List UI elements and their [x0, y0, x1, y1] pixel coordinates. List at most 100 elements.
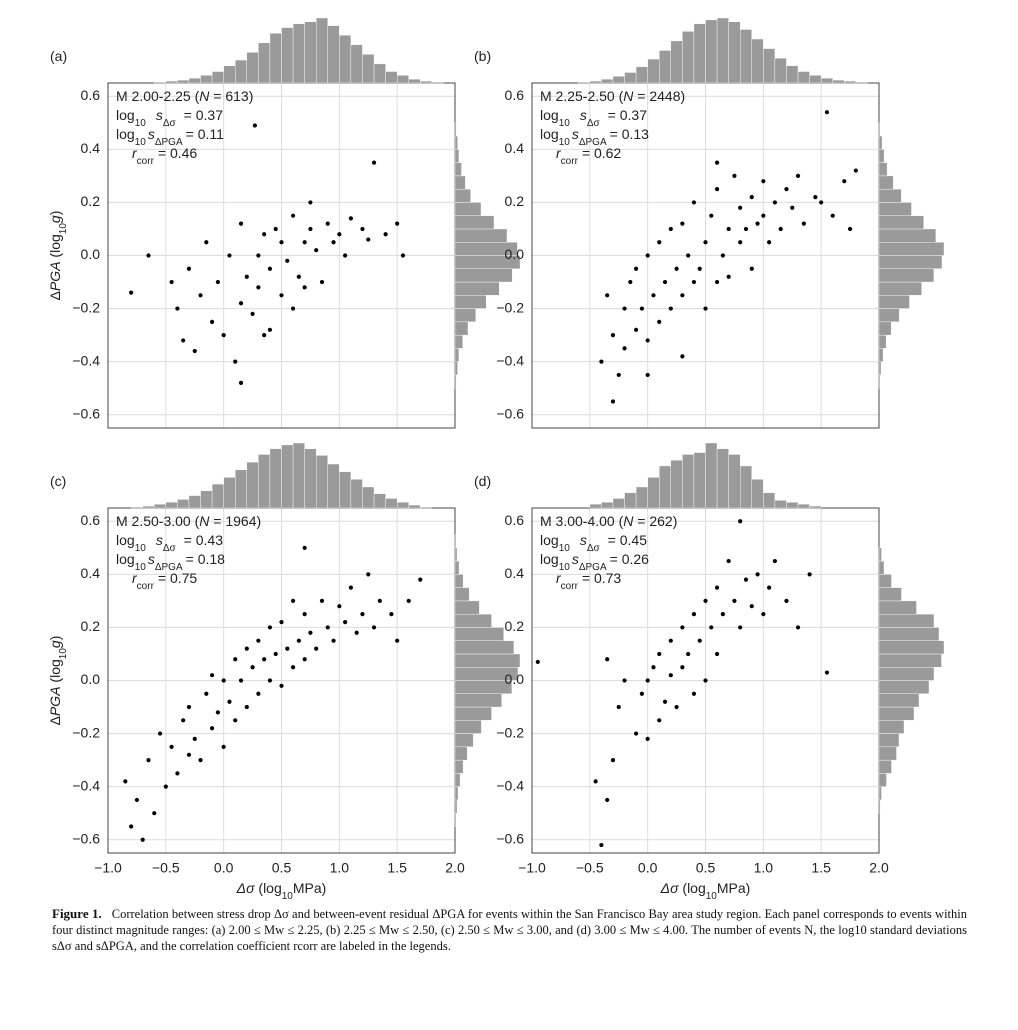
- point: [198, 293, 203, 298]
- x-tick-label: 0.0: [214, 860, 234, 876]
- legend-line: log10 sΔPGA = 0.26: [540, 551, 649, 573]
- point: [686, 253, 691, 258]
- right-hist-bar: [454, 720, 482, 734]
- y-axis-label-part: (log: [47, 234, 63, 261]
- point: [616, 372, 621, 378]
- point: [210, 673, 215, 678]
- top-hist-bar: [740, 29, 752, 84]
- x-tick-label: 1.5: [811, 860, 831, 876]
- legend-line-part: M 2.50-3.00 (: [116, 513, 200, 529]
- top-hist-bar: [408, 504, 421, 509]
- top-hist-bar: [763, 492, 776, 509]
- top-hist-bar: [177, 79, 190, 84]
- legend-line-part: s: [156, 532, 163, 548]
- point: [302, 285, 307, 290]
- legend-line-part: r: [556, 145, 562, 161]
- point: [250, 665, 255, 670]
- right-hist-bar: [454, 534, 457, 549]
- point: [348, 216, 353, 221]
- y-axis-label-part: Δ: [47, 291, 63, 300]
- top-hist-bar: [269, 448, 282, 509]
- top-hist-bar: [327, 25, 340, 84]
- top-hist-bar: [624, 72, 637, 84]
- right-hist-bar: [454, 733, 474, 748]
- x-axis-label-part: (log: [679, 880, 706, 896]
- x-axis-label: Δσ (log10MPa): [236, 880, 327, 900]
- point: [824, 670, 830, 675]
- right-hist-bar: [878, 560, 885, 575]
- point: [645, 253, 650, 258]
- point: [319, 279, 325, 285]
- point: [308, 226, 313, 232]
- point: [726, 226, 731, 232]
- point: [279, 240, 284, 245]
- point: [674, 704, 679, 710]
- point: [738, 205, 743, 210]
- point: [634, 266, 639, 271]
- right-hist-bar: [454, 321, 469, 336]
- point: [657, 651, 662, 657]
- point: [400, 253, 406, 258]
- x-tick-label: −1.0: [518, 860, 546, 876]
- point: [784, 187, 789, 192]
- legend-line-part: s: [580, 532, 587, 548]
- point: [210, 319, 215, 324]
- y-tick-label: 0.0: [81, 671, 101, 687]
- point: [250, 311, 255, 316]
- top-hist-bar: [327, 463, 340, 509]
- top-hist-bar: [165, 80, 178, 84]
- y-axis-label-part: PGA: [47, 261, 63, 291]
- point: [709, 213, 714, 218]
- top-hist-bar: [716, 448, 729, 509]
- point: [192, 736, 197, 741]
- top-hist-bar: [258, 454, 271, 509]
- top-hist-bar: [165, 502, 178, 509]
- point: [703, 240, 708, 245]
- point: [645, 736, 650, 741]
- right-hist-bar: [878, 334, 887, 349]
- top-hist-bar: [728, 454, 741, 509]
- y-tick-label: 0.0: [81, 246, 101, 262]
- top-hist-bar: [235, 59, 248, 84]
- legend-line-part: ΔPGA: [155, 562, 183, 573]
- top-hist-bar: [670, 40, 683, 84]
- top-hist-bar: [350, 44, 363, 84]
- point: [354, 630, 359, 635]
- right-hist-bar: [878, 680, 930, 694]
- y-axis-label-part: ): [47, 211, 63, 216]
- point: [267, 266, 273, 271]
- right-hist-bar: [454, 574, 464, 588]
- point: [262, 333, 267, 338]
- top-hist-bar: [431, 81, 444, 84]
- right-hist-bar: [878, 574, 892, 588]
- point: [691, 691, 697, 696]
- point: [389, 612, 394, 617]
- top-hist-bar: [774, 500, 787, 509]
- point: [181, 338, 186, 343]
- point: [738, 625, 743, 630]
- point: [767, 585, 772, 590]
- y-tick-label: 0.6: [505, 512, 525, 528]
- right-hist-bar: [878, 374, 881, 389]
- y-tick-label: −0.6: [72, 405, 100, 421]
- y-tick-label: −0.6: [496, 830, 524, 846]
- point: [290, 665, 296, 670]
- right-hist-bar: [454, 773, 461, 787]
- point: [175, 771, 180, 776]
- point: [599, 842, 604, 848]
- point: [181, 718, 186, 723]
- top-hist-bar: [281, 444, 294, 509]
- point: [680, 221, 685, 226]
- x-axis-label-part: MPa): [717, 880, 750, 896]
- right-hist-bar: [878, 706, 915, 721]
- point: [772, 558, 778, 564]
- top-hist-bar: [705, 19, 718, 84]
- legend-line-part: Δσ: [163, 118, 177, 129]
- right-hist-bar: [454, 786, 459, 801]
- point: [302, 612, 307, 617]
- point: [262, 657, 267, 662]
- right-hist-bar: [878, 215, 924, 230]
- legend-line: log10 sΔPGA = 0.18: [116, 551, 225, 573]
- point: [668, 638, 673, 643]
- point: [302, 545, 307, 550]
